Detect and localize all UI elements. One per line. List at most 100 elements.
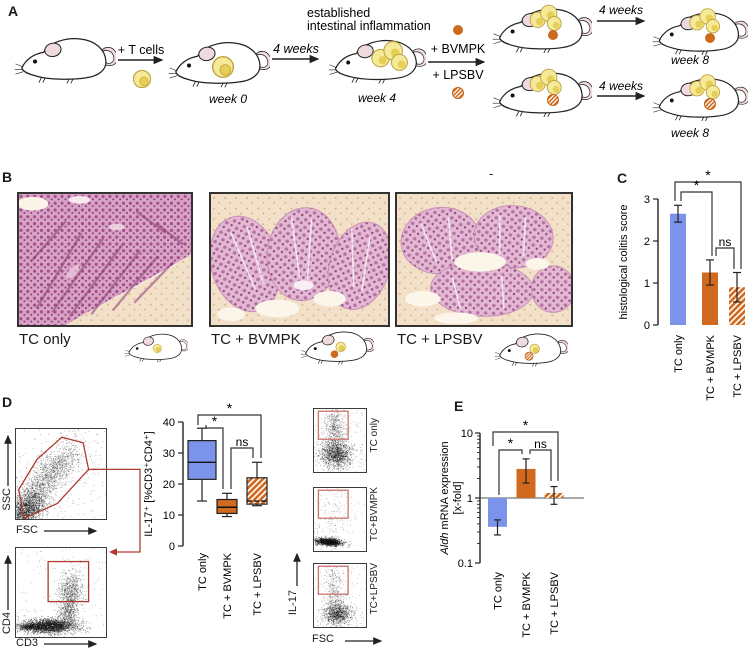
flow-il17-tconly <box>313 408 367 473</box>
interval-3-label: 4 weeks <box>599 79 643 93</box>
box-1 <box>216 498 238 515</box>
e-sig-label-2: ns <box>534 437 547 451</box>
ssc-axis-label: SSC <box>1 488 13 511</box>
panel-d-label: D <box>2 394 13 410</box>
c-bar-2 <box>729 287 745 325</box>
e-ylabel: Aldh mRNA expression <box>439 441 451 555</box>
panel-d-boxplot: 0 10 20 30 40 IL-17⁺ [%CD3⁺CD4⁺] TC only TC + B… <box>143 400 268 619</box>
e-ylabel-unit: [x-fold] <box>452 481 464 514</box>
box-sig-1 <box>205 425 224 489</box>
c-ylabel: histological colitis score <box>618 205 630 320</box>
c-bar-0 <box>670 213 686 325</box>
panel-a-schematic: + T cells 4 weeks established intestinal… <box>14 3 748 140</box>
box-ytick: 30 <box>163 448 175 460</box>
e-sig-label-1: * <box>508 435 514 451</box>
flow-label-lpsbv: TC+LPSBV <box>369 563 380 615</box>
box-sig-label-2: ns <box>236 435 249 449</box>
caption-lpsbv: TC + LPSBV <box>397 331 483 348</box>
lpsbv-pill-icon <box>452 87 464 99</box>
box-sig-0 <box>197 414 262 458</box>
established-line1: established <box>307 6 370 20</box>
e-sig-2 <box>529 449 552 481</box>
caption-tc-only: TC only <box>19 331 71 348</box>
c-sig-2 <box>715 247 735 269</box>
e-sig-1 <box>498 449 523 495</box>
e-ytick: 10 <box>461 428 473 440</box>
box-2 <box>246 477 268 505</box>
e-ytick: 1 <box>467 493 473 505</box>
c-cat-2: TC + LPSBV <box>732 334 744 397</box>
add-lpsbv-label: + LPSBV <box>432 68 484 82</box>
c-cat-1: TC + BVMPK <box>705 334 717 400</box>
flow-arrows-overlay <box>4 434 383 648</box>
histology-image-tc-only <box>17 192 193 327</box>
panel-c-chart: 0 1 2 3 histological colitis score TC only TC … <box>618 168 745 401</box>
fsc-axis-label: FSC <box>16 524 38 536</box>
panel-b-label: B <box>2 169 13 185</box>
interval-2-label: 4 weeks <box>599 3 643 17</box>
box-ytick: 20 <box>163 479 175 491</box>
c-ytick: 0 <box>644 320 650 332</box>
add-bvmpk-label: + BVMPK <box>431 42 486 56</box>
lpsbv-pill-icon <box>547 94 559 106</box>
c-sig-1 <box>680 191 713 256</box>
week0-label: week 0 <box>209 92 247 106</box>
bvmpk-dot-icon <box>705 33 715 43</box>
box-ylabel: IL-17⁺ [%CD3⁺CD4⁺] <box>143 431 155 536</box>
e-cat-2: TC + LPSBV <box>549 571 561 634</box>
week8-bottom-label: week 8 <box>671 126 709 140</box>
gate-connector-arrowhead <box>109 548 117 556</box>
mouse-icon-bvmpk <box>300 331 374 365</box>
e-cat-0: TC only <box>493 572 505 610</box>
flow-label-bvmpk: TC+BVMPK <box>369 487 380 542</box>
e-sig-0 <box>492 431 559 481</box>
fsc-small-axis-label: FSC <box>312 633 334 645</box>
mouse-icon-tc-only <box>124 333 188 363</box>
gate-connector-line <box>88 468 141 553</box>
e-sig-label-0: * <box>523 417 529 433</box>
flow-il17-lpsbv <box>313 563 367 628</box>
e-cat-1: TC + BVMPK <box>521 571 533 637</box>
cd3-axis-label: CD3 <box>16 637 39 649</box>
box-sig-label-1: * <box>212 413 218 429</box>
c-ytick: 2 <box>644 236 650 248</box>
t-cell-icon <box>211 55 235 79</box>
mouse-naive <box>14 38 116 85</box>
box-sig-2 <box>230 447 254 489</box>
c-sig-label-1: * <box>694 177 700 193</box>
box-ytick: 0 <box>169 541 175 553</box>
box-ytick: 40 <box>163 417 175 429</box>
e-bar-0 <box>488 498 507 527</box>
flow-il17-bvmpk <box>313 487 367 552</box>
week4-label: week 4 <box>358 91 396 105</box>
c-sig-0 <box>674 181 742 269</box>
panel-c-label: C <box>617 170 628 186</box>
histology-image-bvmpk <box>209 192 390 327</box>
flow-label-tc-only: TC only <box>369 418 380 453</box>
box-cat-0: TC only <box>197 553 209 591</box>
established-line2: intestinal inflammation <box>307 19 431 33</box>
box-cat-2: TC + LPSBV <box>252 552 264 615</box>
mouse-icon-lpsbv <box>494 333 568 367</box>
panel-e-label: E <box>454 398 464 414</box>
e-ytick: 0.1 <box>458 558 473 570</box>
box-0 <box>187 439 217 480</box>
cd4-axis-label: CD4 <box>1 612 13 635</box>
panel-a-label: A <box>8 3 19 19</box>
c-ytick: 3 <box>644 194 650 206</box>
box-ytick: 10 <box>163 510 175 522</box>
interval-1-label: 4 weeks <box>273 42 319 56</box>
panel-e-chart: 10 1 0.1 Aldh mRNA expression [x-fold] TC onl… <box>439 417 584 638</box>
c-cat-0: TC only <box>673 335 685 373</box>
lpsbv-pill-icon <box>704 98 716 110</box>
t-cell-icon <box>132 69 152 89</box>
caption-bvmpk: TC + BVMPK <box>211 331 301 348</box>
box-cat-1: TC + BVMPK <box>222 552 234 618</box>
stray-mark: - <box>489 166 494 181</box>
flow-cd4-cd3 <box>15 547 107 638</box>
histology-image-lpsbv <box>395 192 573 327</box>
add-tcells-label: + T cells <box>118 43 164 57</box>
box-sig-label-0: * <box>227 400 233 416</box>
week8-top-label: week 8 <box>671 53 709 67</box>
